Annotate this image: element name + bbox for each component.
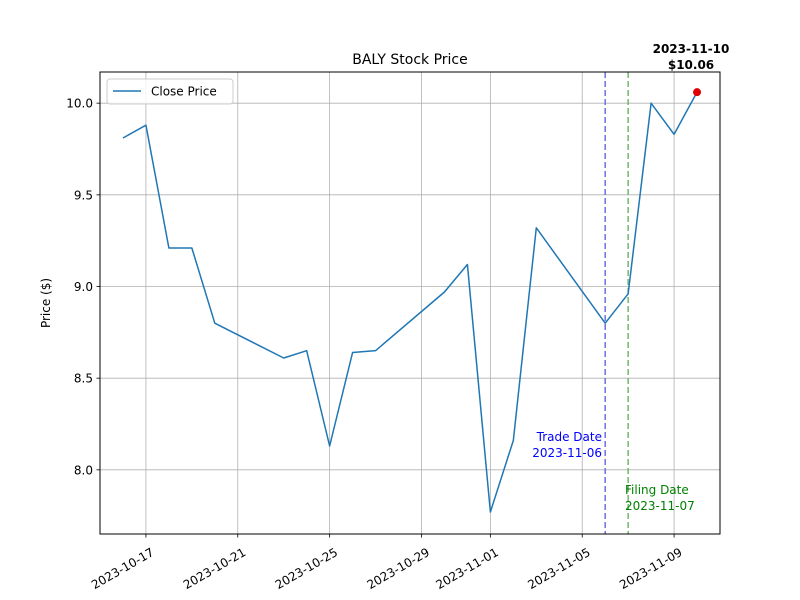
y-tick-label: 8.0 [74, 463, 93, 477]
y-axis-title: Price ($) [39, 278, 53, 328]
legend-box [106, 78, 234, 105]
legend-label: Close Price [151, 85, 217, 99]
y-tick-label: 10.0 [66, 97, 93, 111]
x-axis-ticks: 2023-10-17 2023-10-21 2023-10-25 2023-10-29… [89, 534, 685, 592]
legend: Close Price [106, 78, 234, 105]
chart-title: BALY Stock Price [352, 52, 467, 68]
grid [100, 72, 720, 534]
filing-date-label: Filing Date [625, 483, 689, 497]
filing-date-value: 2023-11-07 [625, 499, 695, 513]
trade-date-value: 2023-11-06 [532, 446, 602, 460]
x-tick-label: 2023-11-05 [525, 545, 592, 592]
x-tick-label: 2023-10-29 [365, 545, 432, 592]
y-axis-ticks: 8.0 8.5 9.0 9.5 10.0 [66, 97, 100, 477]
vertical-markers [604, 72, 629, 534]
y-tick-label: 8.5 [74, 372, 93, 386]
series-lines [122, 91, 698, 513]
close-price-line [122, 91, 698, 513]
plot-frame [99, 71, 721, 535]
x-tick-label: 2023-10-25 [273, 545, 340, 592]
x-tick-label: 2023-10-17 [89, 545, 156, 592]
highlight-marker [693, 88, 702, 97]
y-tick-label: 9.5 [74, 188, 93, 202]
latest-price-point [693, 88, 702, 97]
x-tick-label: 2023-10-21 [181, 545, 248, 592]
x-tick-label: 2023-11-01 [433, 545, 500, 592]
y-tick-label: 9.0 [74, 280, 93, 294]
trade-date-annotation: Trade Date 2023-11-06 [532, 430, 602, 460]
latest-date-label: 2023-11-10 [653, 42, 730, 56]
latest-price-label: $10.06 [668, 58, 714, 72]
latest-price-annotation: 2023-11-10 $10.06 [653, 42, 730, 72]
filing-date-annotation: Filing Date 2023-11-07 [625, 483, 695, 513]
x-tick-label: 2023-11-09 [617, 545, 684, 592]
trade-date-label: Trade Date [536, 430, 602, 444]
